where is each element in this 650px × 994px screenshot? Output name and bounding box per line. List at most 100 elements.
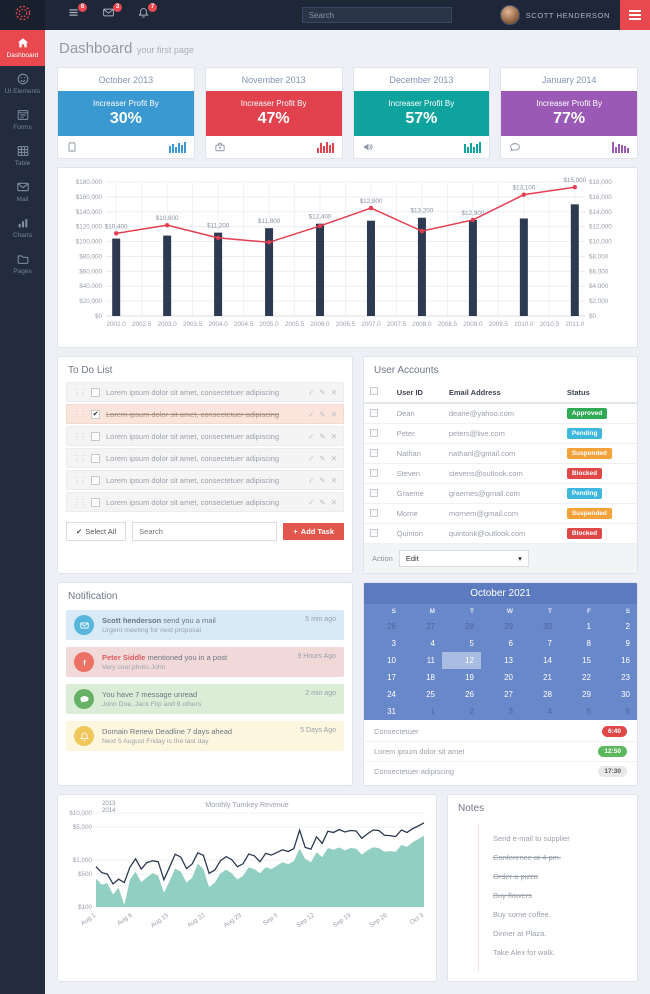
close-icon[interactable]: ✕ <box>330 387 337 397</box>
note-item[interactable]: Buy some coffee. <box>493 910 551 919</box>
todo-item[interactable]: ⋮⋮ Lorem ipsum dolor sit amet, consectetu… <box>66 448 344 468</box>
calendar-day[interactable]: 30 <box>543 622 552 631</box>
calendar-day[interactable]: 28 <box>465 622 474 631</box>
calendar-day[interactable]: 29 <box>504 622 513 631</box>
check-icon[interactable]: ✓ <box>308 431 315 441</box>
calendar-day[interactable]: 15 <box>582 656 591 665</box>
add-task-button[interactable]: + Add Task <box>283 523 344 540</box>
todo-checkbox[interactable] <box>91 387 100 397</box>
calendar-day[interactable]: 24 <box>387 690 396 699</box>
todo-item[interactable]: ⋮⋮ ✔ Lorem ipsum dolor sit amet, consectet… <box>66 404 344 424</box>
calendar-day[interactable]: 1 <box>430 707 435 716</box>
calendar-day[interactable]: 31 <box>387 707 396 716</box>
todo-checkbox[interactable] <box>91 431 100 441</box>
row-checkbox[interactable] <box>370 468 378 477</box>
calendar-day[interactable]: 26 <box>465 690 474 699</box>
edit-icon[interactable]: ✎ <box>319 409 326 419</box>
notification-item[interactable]: f Peter Siddle mentioned you in a post Ver… <box>66 647 344 677</box>
sidebar-item-table[interactable]: Table <box>0 138 45 174</box>
drag-handle-icon[interactable]: ⋮⋮ <box>73 431 87 441</box>
row-checkbox[interactable] <box>370 528 378 537</box>
calendar-event[interactable]: Consectetuer adipiscing 17:30 <box>364 762 637 781</box>
notification-item[interactable]: Scott henderson send you a mail Urgent me… <box>66 610 344 640</box>
calendar-day[interactable]: 1 <box>586 622 591 631</box>
calendar-day[interactable]: 4 <box>430 639 435 648</box>
todo-item[interactable]: ⋮⋮ Lorem ipsum dolor sit amet, consectetu… <box>66 382 344 402</box>
note-item[interactable]: Buy flowers <box>493 891 532 900</box>
sidebar-item-mail[interactable]: Mail <box>0 174 45 210</box>
sidebar-item-ui-elements[interactable]: UI Elements <box>0 66 45 102</box>
note-item[interactable]: Send e-mail to supplier <box>493 834 570 843</box>
note-item[interactable]: Take Alex for walk. <box>493 948 556 957</box>
action-select[interactable]: Edit ▾ <box>398 550 529 567</box>
todo-checkbox[interactable]: ✔ <box>91 409 100 419</box>
row-checkbox[interactable] <box>370 508 378 517</box>
drag-handle-icon[interactable]: ⋮⋮ <box>73 387 87 397</box>
todo-item[interactable]: ⋮⋮ Lorem ipsum dolor sit amet, consectetu… <box>66 492 344 512</box>
todo-search-input[interactable] <box>132 522 278 541</box>
close-icon[interactable]: ✕ <box>330 453 337 463</box>
edit-icon[interactable]: ✎ <box>319 453 326 463</box>
sidebar-item-dashboard[interactable]: Dashboard <box>0 30 45 66</box>
calendar-day[interactable]: 26 <box>387 622 396 631</box>
close-icon[interactable]: ✕ <box>330 431 337 441</box>
todo-checkbox[interactable] <box>91 497 100 507</box>
calendar-day[interactable]: 8 <box>586 639 591 648</box>
check-icon[interactable]: ✓ <box>308 409 315 419</box>
calendar-day[interactable]: 23 <box>621 673 630 682</box>
calendar-day[interactable]: 30 <box>621 690 630 699</box>
sidebar-item-pages[interactable]: Pages <box>0 246 45 282</box>
calendar-day[interactable]: 18 <box>426 673 435 682</box>
calendar-day[interactable]: 2 <box>625 622 630 631</box>
select-all-button[interactable]: ✔ Select All <box>66 522 127 541</box>
calendar-day[interactable]: 19 <box>465 673 474 682</box>
sidebar-item-charts[interactable]: Charts <box>0 210 45 246</box>
check-icon[interactable]: ✓ <box>308 453 315 463</box>
edit-icon[interactable]: ✎ <box>319 387 326 397</box>
calendar-day[interactable]: 2 <box>469 707 474 716</box>
calendar-day[interactable]: 25 <box>426 690 435 699</box>
calendar-day[interactable]: 14 <box>543 656 552 665</box>
calendar-day[interactable]: 4 <box>547 707 552 716</box>
calendar-day[interactable]: 20 <box>504 673 513 682</box>
note-item[interactable]: Conference at 4 pm. <box>493 853 561 862</box>
calendar-day[interactable]: 27 <box>504 690 513 699</box>
row-checkbox[interactable] <box>370 448 378 457</box>
calendar-day[interactable]: 21 <box>543 673 552 682</box>
row-checkbox[interactable] <box>370 428 378 437</box>
tasks-menu-button[interactable]: 6 <box>67 0 87 30</box>
calendar-day[interactable]: 3 <box>391 639 396 648</box>
todo-item[interactable]: ⋮⋮ Lorem ipsum dolor sit amet, consectetu… <box>66 470 344 490</box>
calendar-day[interactable]: 9 <box>625 639 630 648</box>
check-icon[interactable]: ✓ <box>308 497 315 507</box>
drag-handle-icon[interactable]: ⋮⋮ <box>73 475 87 485</box>
calendar-day[interactable]: 12 <box>442 652 481 669</box>
close-icon[interactable]: ✕ <box>330 409 337 419</box>
edit-icon[interactable]: ✎ <box>319 497 326 507</box>
sidebar-item-forms[interactable]: Forms <box>0 102 45 138</box>
calendar-day[interactable]: 29 <box>582 690 591 699</box>
notification-item[interactable]: You have 7 message unread John Doe, Jack … <box>66 684 344 714</box>
row-checkbox[interactable] <box>370 408 378 417</box>
calendar-day[interactable]: 17 <box>387 673 396 682</box>
edit-icon[interactable]: ✎ <box>319 431 326 441</box>
row-checkbox[interactable] <box>370 488 378 497</box>
app-logo[interactable] <box>0 0 45 30</box>
calendar-day[interactable]: 5 <box>469 639 474 648</box>
calendar-day[interactable]: 10 <box>387 656 396 665</box>
calendar-event[interactable]: Consectetuer 6:40 <box>364 722 637 742</box>
search-input[interactable] <box>301 7 452 23</box>
calendar-day[interactable]: 22 <box>582 673 591 682</box>
calendar-day[interactable]: 16 <box>621 656 630 665</box>
note-item[interactable]: Order a pizza <box>493 872 539 881</box>
close-icon[interactable]: ✕ <box>330 497 337 507</box>
note-item[interactable]: Dinner at Plaza. <box>493 929 547 938</box>
calendar-day[interactable]: 11 <box>426 656 435 665</box>
select-all-checkbox[interactable] <box>364 382 391 404</box>
calendar-event[interactable]: Lorem ipsum dolor sit amet 12:50 <box>364 742 637 762</box>
calendar-day[interactable]: 5 <box>586 707 591 716</box>
calendar-day[interactable]: 7 <box>547 639 552 648</box>
calendar-day[interactable]: 6 <box>625 707 630 716</box>
todo-checkbox[interactable] <box>91 453 100 463</box>
messages-menu-button[interactable]: 3 <box>102 0 122 30</box>
